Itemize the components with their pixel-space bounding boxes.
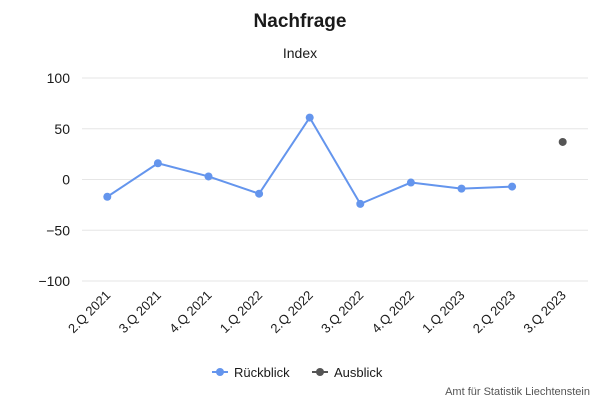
series-line [106, 116, 513, 205]
x-tick-label: 2.Q 2023 [470, 288, 518, 336]
y-tick-label: 50 [54, 121, 70, 137]
x-tick-label: 1.Q 2022 [217, 288, 265, 336]
data-point[interactable] [457, 184, 466, 193]
x-tick-label: 2.Q 2022 [267, 288, 315, 336]
chart-title: Nachfrage [254, 11, 347, 32]
gridlines [82, 77, 588, 282]
y-axis-labels: 100 50 0 −50 −100 [38, 70, 70, 289]
data-point[interactable] [406, 178, 415, 187]
data-point[interactable] [558, 137, 567, 146]
y-tick-label: 0 [62, 172, 70, 188]
legend-marker [316, 368, 324, 376]
data-point[interactable] [356, 199, 365, 208]
x-tick-label: 3.Q 2021 [116, 288, 164, 336]
x-tick-label: 2.Q 2021 [65, 288, 113, 336]
y-tick-label: 100 [47, 70, 71, 86]
data-point[interactable] [153, 159, 162, 168]
legend-label: Ausblick [334, 365, 383, 380]
x-axis-labels: 2.Q 2021 3.Q 2021 4.Q 2021 1.Q 2022 2.Q 2022… [65, 288, 569, 336]
x-tick-label: 4.Q 2022 [369, 288, 417, 336]
chart-subtitle: Index [283, 45, 317, 61]
legend: Rückblick Ausblick [212, 365, 383, 380]
data-point[interactable] [305, 113, 314, 122]
data-point[interactable] [508, 182, 517, 191]
legend-marker [216, 368, 224, 376]
series-1 [558, 137, 567, 146]
x-tick-label: 3.Q 2022 [318, 288, 366, 336]
legend-item[interactable]: Ausblick [312, 365, 383, 380]
chart-credit: Amt für Statistik Liechtenstein [445, 386, 590, 398]
x-tick-label: 4.Q 2021 [166, 288, 214, 336]
x-tick-label: 1.Q 2023 [419, 288, 467, 336]
series-layer [103, 113, 567, 208]
data-point[interactable] [255, 189, 264, 198]
x-tick-label: 3.Q 2023 [520, 288, 568, 336]
data-point[interactable] [204, 172, 213, 181]
y-tick-label: −100 [38, 273, 70, 289]
y-tick-label: −50 [46, 222, 70, 238]
data-point[interactable] [103, 192, 112, 201]
series-0 [103, 113, 517, 208]
legend-item[interactable]: Rückblick [212, 365, 290, 380]
legend-label: Rückblick [234, 365, 290, 380]
